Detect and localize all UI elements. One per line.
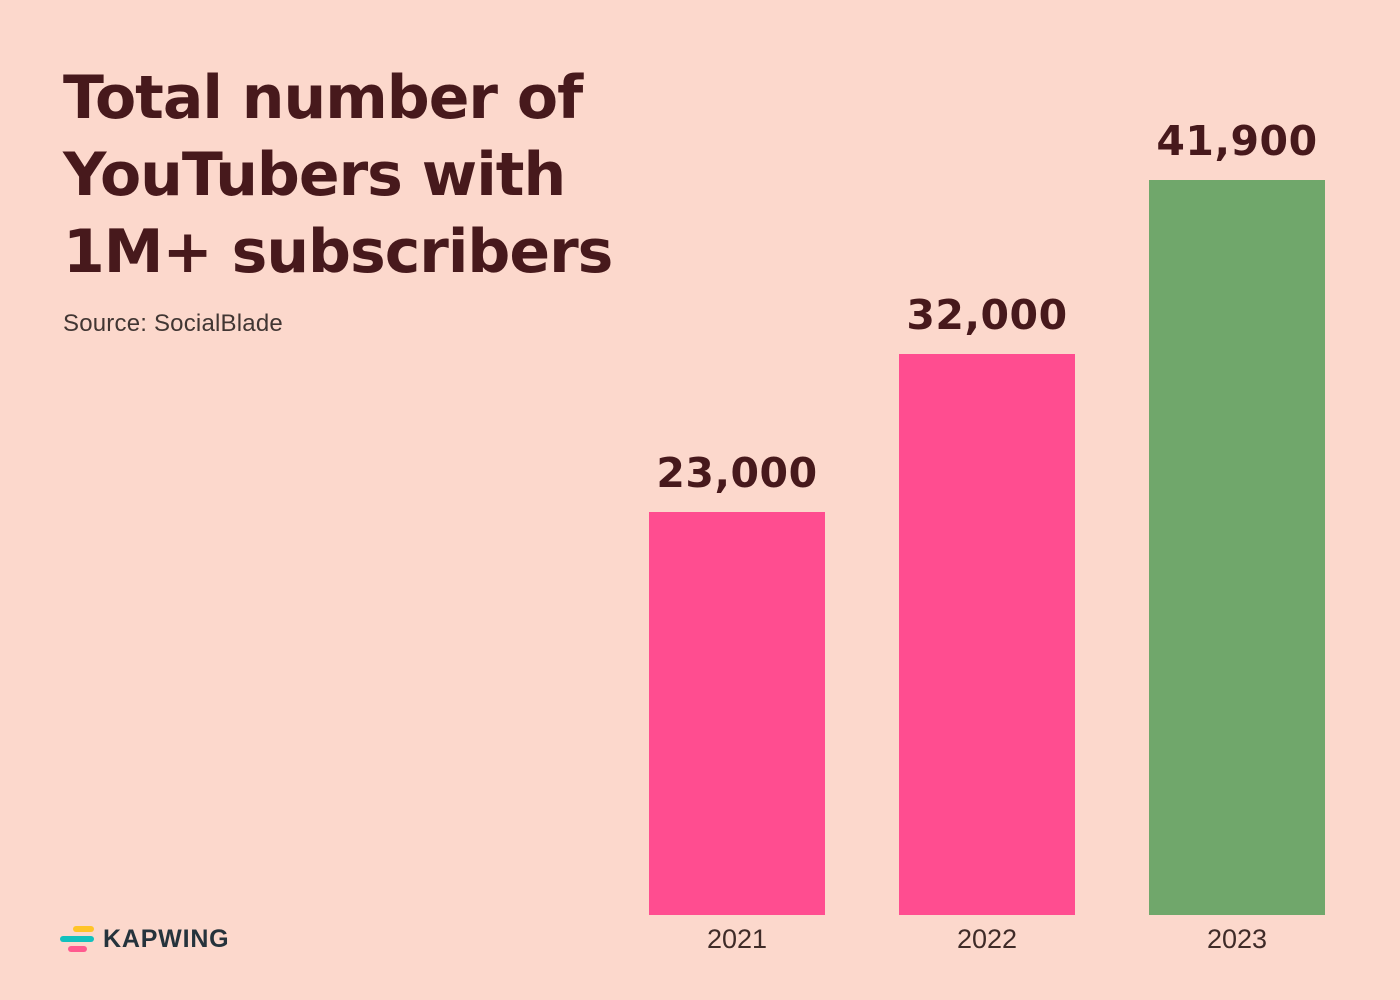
bar-2022 (899, 354, 1075, 915)
category-label-2021: 2021 (706, 924, 768, 954)
kapwing-logo: KAPWING (60, 925, 229, 954)
logo-bar-teal (60, 936, 94, 942)
title-line-3: 1M+ subscribers (63, 217, 613, 287)
value-label-2022: 32,000 (906, 291, 1068, 339)
page-title: Total number of YouTubers with 1M+ subsc… (63, 60, 613, 291)
logo-bar-pink (68, 946, 87, 952)
title-line-1: Total number of (63, 63, 583, 133)
value-label-2023: 41,900 (1156, 117, 1318, 165)
brand-wordmark: KAPWING (103, 925, 230, 953)
logo-bar-yellow (73, 926, 94, 932)
bar-2023 (1149, 180, 1325, 915)
category-label-2023: 2023 (1206, 924, 1268, 954)
title-line-2: YouTubers with (63, 140, 566, 210)
bar-2021 (649, 512, 825, 915)
value-label-2021: 23,000 (656, 449, 818, 497)
source-caption: Source: SocialBlade (63, 310, 283, 337)
kapwing-logo-icon (60, 926, 94, 953)
category-label-2022: 2022 (956, 924, 1018, 954)
